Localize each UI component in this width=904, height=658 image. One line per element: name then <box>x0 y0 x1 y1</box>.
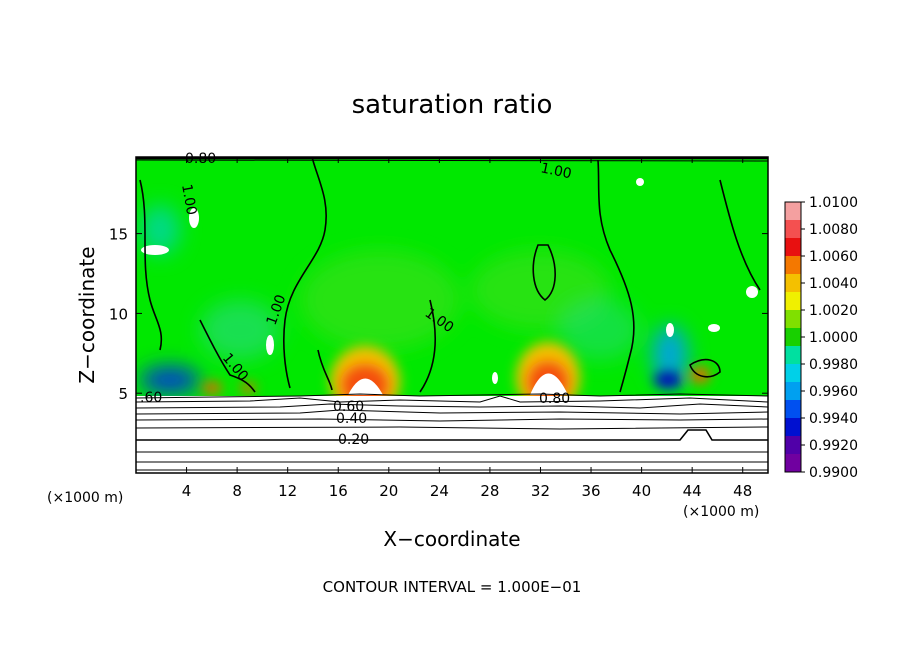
white-regions <box>141 178 758 395</box>
x-tick-label: 16 <box>329 482 348 500</box>
x-unit-left: (×1000 m) <box>47 490 123 506</box>
plot-area <box>136 157 768 473</box>
x-tick-label: 8 <box>232 482 242 500</box>
lower-layer <box>136 396 768 473</box>
colorbar-band <box>785 202 801 221</box>
colorbar-band <box>785 454 801 473</box>
colorbar-band <box>785 256 801 275</box>
y-tick-label: 10 <box>109 305 128 323</box>
colorbar-band <box>785 400 801 419</box>
x-tick-label: 20 <box>379 482 398 500</box>
contour-label: 0.40 <box>336 411 367 427</box>
field-shading <box>140 205 688 394</box>
colorbar-tick-label: 0.9940 <box>809 411 858 427</box>
colorbar-tick-label: 0.9900 <box>809 465 858 481</box>
x-tick-label: 40 <box>632 482 651 500</box>
colorbar-tick-label: 0.9920 <box>809 438 858 454</box>
colorbar-band <box>785 436 801 455</box>
contour-label: 0.20 <box>338 432 369 448</box>
colorbar-tick-label: 0.9960 <box>809 384 858 400</box>
colorbar-band <box>785 292 801 311</box>
colorbar-band <box>785 274 801 293</box>
x-tick-label: 12 <box>278 482 297 500</box>
colorbar-band <box>785 346 801 365</box>
plot-frame <box>135 156 769 474</box>
x-unit-right: (×1000 m) <box>683 504 759 520</box>
x-tick-label: 4 <box>182 482 192 500</box>
contour-label: 0.80 <box>185 151 216 167</box>
y-axis-label: Z−coordinate <box>75 246 99 383</box>
colorbar-band <box>785 328 801 347</box>
colorbar-tick-label: 1.0000 <box>809 330 858 346</box>
colorbar-band <box>785 382 801 401</box>
boundary-layer-lines <box>136 393 768 471</box>
colorbar-band <box>785 238 801 257</box>
contour-lines <box>136 157 768 393</box>
x-tick-label: 28 <box>480 482 499 500</box>
contour-label: 0.80 <box>539 391 570 407</box>
contour-label: 0.60 <box>333 399 364 415</box>
x-axis-ticks: 4 8 12 16 20 24 28 32 36 40 44 48 <box>182 157 752 500</box>
colorbar-tick-label: 1.0100 <box>809 195 858 211</box>
x-tick-label: 36 <box>581 482 600 500</box>
chart-title: saturation ratio <box>352 90 553 120</box>
x-axis-label: X−coordinate <box>383 527 520 551</box>
y-tick-label: 5 <box>118 385 128 403</box>
x-tick-label: 24 <box>430 482 449 500</box>
colorbar-tick-label: 0.9980 <box>809 357 858 373</box>
x-tick-label: 32 <box>531 482 550 500</box>
colorbar-band <box>785 364 801 383</box>
x-tick-label: 44 <box>683 482 702 500</box>
y-tick-label: 15 <box>109 226 128 244</box>
colorbar-band <box>785 310 801 329</box>
colorbar-tick-label: 1.0060 <box>809 249 858 265</box>
contour-interval-note: CONTOUR INTERVAL = 1.000E−01 <box>323 578 582 596</box>
colorbar-band <box>785 418 801 437</box>
contour-label: .60 <box>140 390 162 406</box>
x-tick-label: 48 <box>733 482 752 500</box>
contour-label: 1.00 <box>539 160 573 182</box>
y-axis-ticks: 5 10 15 <box>109 226 768 403</box>
colorbar-tick-label: 1.0080 <box>809 222 858 238</box>
colorbar-tick-label: 1.0020 <box>809 303 858 319</box>
colorbar-tick-label: 1.0040 <box>809 276 858 292</box>
contour-label: 1.00 <box>178 183 199 216</box>
colorbar: 1.0100 1.0080 1.0060 1.0040 1.0020 1.0000 0.99… <box>784 195 858 481</box>
colorbar-band <box>785 220 801 239</box>
